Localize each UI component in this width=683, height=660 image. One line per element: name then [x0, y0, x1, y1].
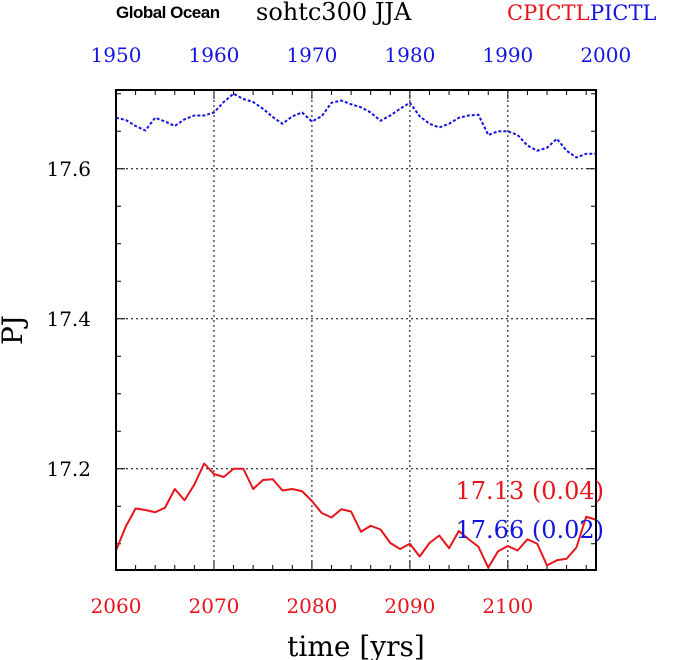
- chart-title-blue-series: PICTL: [590, 1, 657, 25]
- grid-layer: [116, 90, 596, 570]
- x-axis-label: time [yrs]: [287, 630, 425, 660]
- x-top-tick-label: 1950: [91, 43, 142, 67]
- chart-title-left: Global Ocean: [116, 3, 220, 22]
- y-axis-label: PJ: [0, 315, 29, 345]
- plot-frame: [115, 89, 597, 571]
- x-top-tick-label: 2000: [580, 43, 631, 67]
- x-bottom-tick-label: 2060: [91, 594, 142, 618]
- series-line-cpictl: [115, 462, 597, 569]
- y-tick-label: 17.6: [46, 157, 91, 181]
- x-top-tick-label: 1980: [384, 43, 435, 67]
- x-top-tick-label: 1990: [482, 43, 533, 67]
- tick-layer: 2060 2070 2080 2090 2100 1950 1960 1970 1980 1990…: [46, 43, 631, 618]
- x-top-tick-label: 1970: [286, 43, 337, 67]
- y-tick-label: 17.4: [46, 307, 91, 331]
- stats-label-pictl: 17.66 (0.02): [456, 516, 605, 544]
- x-bottom-tick-label: 2090: [384, 594, 435, 618]
- x-bottom-tick-label: 2070: [189, 594, 240, 618]
- series-line-pictl: [115, 92, 596, 159]
- chart-title-center: sohtc300 JJA: [256, 0, 412, 26]
- stats-label-cpictl: 17.13 (0.04): [456, 477, 605, 505]
- y-tick-label: 17.2: [46, 457, 91, 481]
- x-bottom-tick-label: 2100: [482, 594, 533, 618]
- x-top-tick-label: 1960: [189, 43, 240, 67]
- chart-title-red-series: CPICTL: [507, 1, 590, 25]
- series-layer: [115, 92, 597, 569]
- x-bottom-tick-label: 2080: [286, 594, 337, 618]
